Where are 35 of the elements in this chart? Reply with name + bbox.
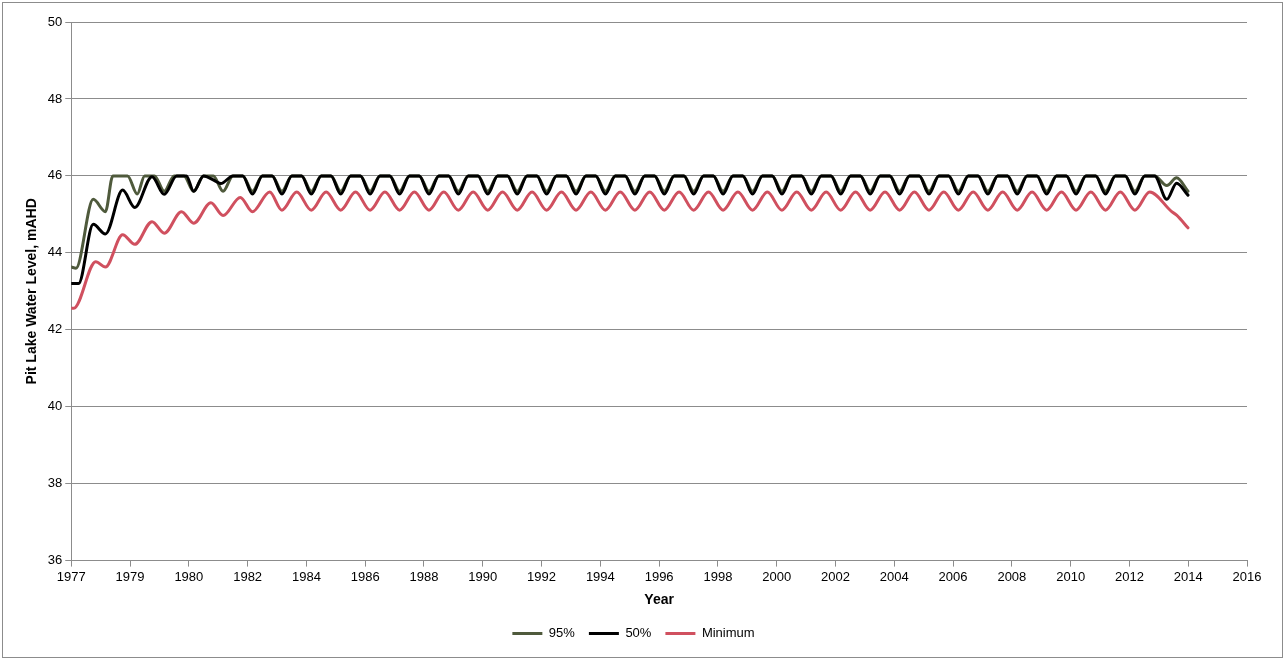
x-tick-label: 2014 — [1173, 568, 1203, 584]
x-tick-label: 1984 — [291, 568, 321, 584]
x-tick-label: 2010 — [1056, 568, 1086, 584]
x-tick-label: 2006 — [938, 568, 968, 584]
x-tick-label: 2008 — [997, 568, 1027, 584]
legend-label: 95% — [548, 625, 576, 641]
y-tick-label: 48 — [47, 90, 63, 106]
x-tick-label: 1998 — [703, 568, 733, 584]
legend-label: 50% — [625, 625, 652, 641]
y-axis-title: Pit Lake Water Level, mAHD — [23, 198, 40, 385]
x-tick-label: 1996 — [644, 568, 674, 584]
x-tick-label: 1986 — [350, 568, 380, 584]
x-tick-label: 1994 — [585, 568, 615, 584]
y-tick-label: 44 — [47, 244, 63, 260]
y-tick-label: 50 — [47, 13, 63, 29]
y-tick-label: 38 — [47, 475, 63, 491]
x-tick-label: 2016 — [1232, 568, 1262, 584]
x-tick-label: 1982 — [233, 568, 263, 584]
x-tick-label: 1980 — [174, 568, 204, 584]
x-tick-label: 1988 — [409, 568, 439, 584]
y-tick-label: 42 — [47, 321, 63, 337]
y-tick-label: 36 — [47, 552, 63, 568]
legend-label: Minimum — [701, 625, 755, 641]
x-tick-label: 2000 — [762, 568, 792, 584]
x-tick-label: 1990 — [468, 568, 498, 584]
x-tick-label: 2002 — [821, 568, 850, 584]
x-axis-title: Year — [644, 591, 675, 608]
y-tick-label: 46 — [47, 167, 63, 183]
x-tick-label: 2004 — [879, 568, 909, 584]
x-tick-label: 1992 — [527, 568, 557, 584]
y-tick-label: 40 — [47, 398, 63, 414]
x-tick-label: 2012 — [1114, 568, 1144, 584]
line-series — [71, 190, 1190, 310]
x-tick-label: 1979 — [115, 568, 145, 584]
x-tick-label: 1977 — [56, 568, 86, 584]
